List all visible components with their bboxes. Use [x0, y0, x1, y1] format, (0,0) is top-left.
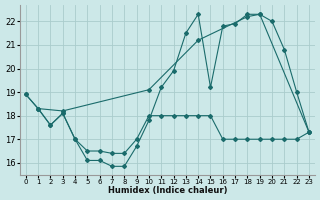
X-axis label: Humidex (Indice chaleur): Humidex (Indice chaleur) [108, 186, 227, 195]
